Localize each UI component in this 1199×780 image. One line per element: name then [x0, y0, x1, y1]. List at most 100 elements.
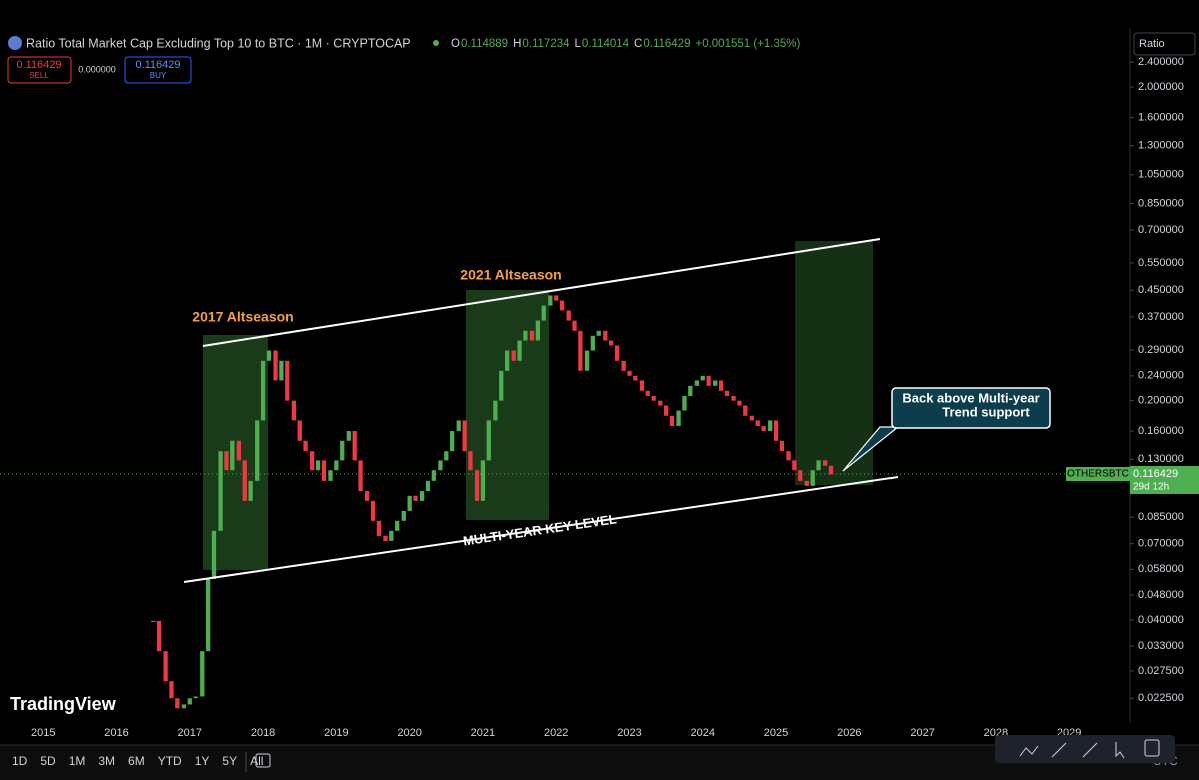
candle	[816, 460, 821, 471]
candle	[694, 380, 700, 386]
candle	[230, 440, 235, 471]
title: Ratio Total Market Cap Excluding Top 10 …	[26, 36, 411, 50]
range-button[interactable]: 6M	[128, 754, 145, 768]
tool-icon[interactable]	[1144, 739, 1160, 757]
tool-icon[interactable]	[1019, 745, 1039, 757]
x-tick-label: 2017	[178, 727, 202, 739]
range-button[interactable]: 1Y	[195, 754, 210, 768]
y-tick-label: 0.130000	[1138, 453, 1184, 465]
candle	[328, 470, 333, 481]
y-tick-label: 2.000000	[1138, 81, 1184, 93]
date-range-icon[interactable]	[255, 753, 271, 768]
candle	[291, 400, 296, 421]
candle	[828, 465, 834, 475]
y-tick-label: 0.048000	[1138, 589, 1184, 601]
sell-button[interactable]	[7, 56, 72, 84]
range-buttons: 1D 5D 1M 3M 6M YTD 1Y 5Y All	[12, 754, 263, 768]
candle	[193, 696, 198, 699]
candle	[663, 405, 669, 416]
candle	[529, 330, 535, 341]
candle	[273, 350, 278, 381]
tool-icon[interactable]	[1082, 742, 1098, 758]
candle	[279, 360, 284, 381]
x-tick-label: 2027	[910, 727, 934, 739]
candle	[627, 370, 632, 376]
candle	[499, 370, 504, 401]
channel-lower	[183, 476, 899, 583]
y-tick-label: 0.160000	[1138, 425, 1184, 437]
price-label	[1130, 466, 1199, 494]
range-button[interactable]: 5Y	[222, 754, 237, 768]
y-tick-label: 0.850000	[1138, 197, 1184, 209]
range-button[interactable]: 3M	[98, 754, 115, 768]
y-tick-label: 1.600000	[1138, 111, 1184, 123]
y-tick-label: 0.058000	[1138, 563, 1184, 575]
range-button[interactable]: YTD	[158, 754, 182, 768]
range-button[interactable]: All	[250, 754, 263, 768]
callout-box	[891, 387, 1051, 429]
ohlc-label: L	[575, 38, 582, 50]
range-button[interactable]: 1D	[12, 754, 28, 768]
candle	[792, 460, 797, 471]
brand: TradingView	[10, 694, 117, 714]
candle	[303, 440, 308, 452]
candle	[358, 460, 363, 492]
candle	[810, 470, 815, 486]
x-tick-label: 2023	[617, 727, 641, 739]
tool-icon[interactable]	[1115, 742, 1125, 759]
candle	[755, 420, 760, 427]
range-button[interactable]: 1M	[69, 754, 86, 768]
candle	[786, 451, 791, 461]
candle	[669, 415, 675, 427]
candle	[614, 345, 620, 361]
candle	[474, 470, 480, 501]
sell-price[interactable]: 0.116429	[16, 59, 61, 71]
y-tick-label: 1.300000	[1138, 140, 1184, 152]
buy-label[interactable]: BUY	[150, 71, 167, 80]
scale-button[interactable]	[1133, 32, 1196, 56]
x-tick-label: 2018	[251, 727, 275, 739]
ohlc-label: C	[634, 38, 642, 50]
candle	[718, 380, 724, 391]
buy-price[interactable]: 0.116429	[135, 59, 180, 71]
candle	[321, 460, 327, 481]
candle	[535, 320, 541, 341]
zone-2021	[466, 290, 549, 520]
candle	[779, 440, 785, 452]
x-tick-label: 2024	[691, 727, 715, 739]
candle	[187, 698, 192, 705]
tool-icon[interactable]	[1051, 742, 1067, 758]
candle	[365, 491, 370, 501]
callout-text: Trend support	[942, 404, 1030, 419]
candle	[334, 460, 339, 471]
x-tick-label: 2025	[764, 727, 788, 739]
sell-label[interactable]: SELL	[29, 71, 49, 80]
candle	[211, 530, 217, 580]
candle	[572, 320, 577, 331]
candle	[554, 295, 559, 301]
candle	[523, 330, 528, 341]
candle	[468, 451, 473, 471]
candle	[768, 420, 773, 432]
candle	[639, 380, 645, 391]
candle	[431, 470, 436, 481]
scale-button-text[interactable]: Ratio	[1139, 38, 1165, 50]
buy-button[interactable]	[124, 56, 192, 84]
candle	[175, 698, 180, 709]
candle	[224, 451, 229, 471]
candle	[584, 350, 590, 371]
candle	[200, 651, 205, 697]
x-tick-label: 2020	[397, 727, 421, 739]
range-button[interactable]: 5D	[40, 754, 56, 768]
y-tick-label: 0.022500	[1138, 692, 1184, 704]
y-tick-label: 0.085000	[1138, 511, 1184, 523]
x-tick-label: 2019	[324, 727, 348, 739]
candle	[462, 420, 467, 452]
candle	[713, 380, 718, 386]
candle	[285, 360, 290, 401]
candle	[676, 410, 681, 427]
candle	[480, 460, 486, 501]
countdown: 29d 12h	[1133, 482, 1169, 493]
candle	[658, 400, 663, 406]
